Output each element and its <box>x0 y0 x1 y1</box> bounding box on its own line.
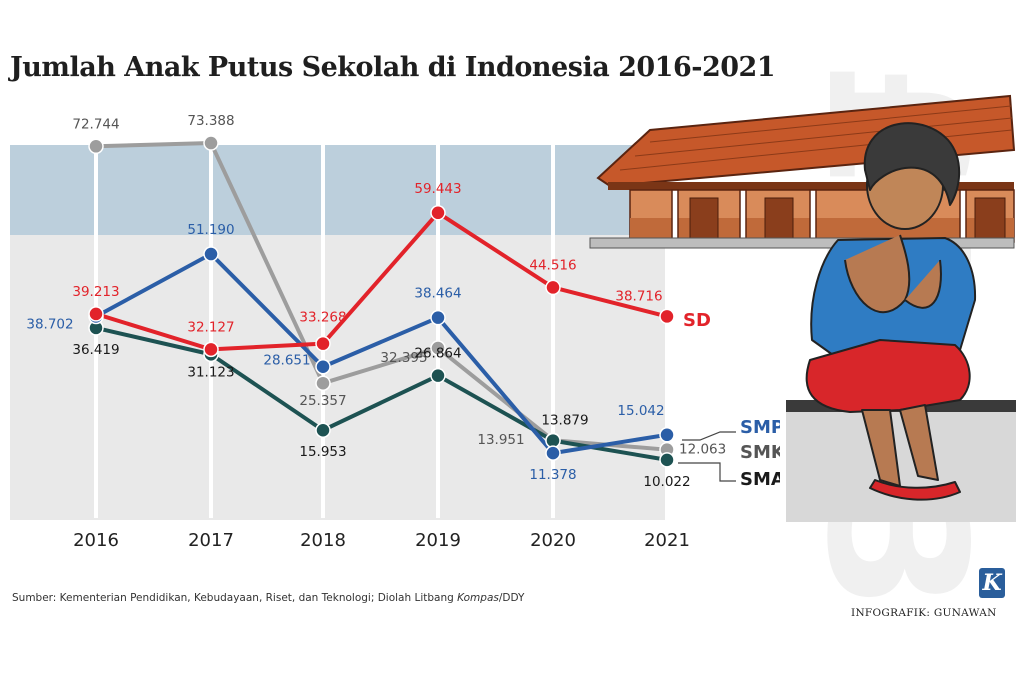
point-SD-2017 <box>203 341 219 358</box>
point-SMK-2018 <box>315 375 331 391</box>
label-SD-2018: 33.268 <box>299 310 346 326</box>
watermark: £3 3 <box>785 60 1006 612</box>
label-SMA-2021: 10.022 <box>643 474 690 490</box>
point-SMP-2020 <box>545 445 561 461</box>
line-SD <box>95 210 668 352</box>
series-legend: SD SMP SMK SMA <box>678 310 780 490</box>
label-SMP-2017: 51.190 <box>187 222 234 238</box>
ledge <box>786 400 1016 522</box>
label-SMK-2018: 25.357 <box>299 393 346 409</box>
point-SMP-2018 <box>315 358 331 375</box>
point-SMK-2016 <box>88 138 104 155</box>
label-SD-2021: 38.716 <box>615 288 662 304</box>
x-tick-2019: 2019 <box>415 530 461 551</box>
point-SD-2021 <box>659 308 675 325</box>
label-SMK-2021: 12.063 <box>679 442 726 458</box>
point-SMP-2021 <box>659 427 675 443</box>
point-SD-2019 <box>430 205 446 221</box>
band-upper <box>10 145 665 235</box>
kompas-logo: K <box>979 568 1005 598</box>
point-SMA-2019 <box>430 367 446 384</box>
label-SMA-2019: 26.864 <box>414 346 461 362</box>
label-SMP-2019: 38.464 <box>414 286 461 302</box>
legend-SMA: SMA <box>740 469 780 490</box>
point-SMK-2017 <box>203 135 219 151</box>
point-SMA-2018 <box>315 422 331 438</box>
label-SD-2016: 39.213 <box>72 284 119 300</box>
x-tick-labels: 2016 2017 2018 2019 2020 2021 <box>73 530 690 551</box>
source-note: Sumber: Kementerian Pendidikan, Kebudaya… <box>12 592 525 604</box>
legend-leader-SMA <box>678 462 736 482</box>
label-SMK-2019: 32.395 <box>380 350 427 366</box>
boy-figure <box>805 122 977 501</box>
x-tick-2020: 2020 <box>530 530 576 551</box>
x-tick-2021: 2021 <box>644 530 690 551</box>
point-SMK-2019 <box>430 340 446 356</box>
legend-SMP: SMP <box>740 417 780 438</box>
legend-SD: SD <box>683 310 711 331</box>
x-tick-2017: 2017 <box>188 530 234 551</box>
point-SMP-2017 <box>203 246 219 262</box>
data-points <box>88 135 675 468</box>
data-labels: 72.744 73.388 25.357 32.395 13.951 12.063 36.4… <box>26 113 726 490</box>
point-SD-2020 <box>545 279 561 296</box>
label-SMA-2016: 36.419 <box>72 342 119 358</box>
series-lines <box>95 141 668 462</box>
point-SMP-2019 <box>430 309 446 326</box>
line-chart: 72.744 73.388 25.357 32.395 13.951 12.063 36.4… <box>10 113 780 551</box>
label-SMP-2018: 28.651 <box>263 353 310 369</box>
label-SD-2017: 32.127 <box>187 319 234 335</box>
label-SD-2019: 59.443 <box>414 181 461 197</box>
point-SD-2018 <box>315 335 331 352</box>
point-SMA-2021 <box>659 452 675 468</box>
label-SMP-2016: 38.702 <box>26 316 73 332</box>
legend-SMK: SMK <box>740 442 780 463</box>
label-SMP-2021: 15.042 <box>617 403 664 419</box>
label-SMA-2017: 31.123 <box>187 364 234 380</box>
point-SD-2016 <box>88 306 104 322</box>
label-SD-2020: 44.516 <box>529 257 576 273</box>
svg-text:3: 3 <box>785 480 1006 612</box>
label-SMP-2020: 11.378 <box>529 467 576 483</box>
label-SMA-2018: 15.953 <box>299 444 346 460</box>
x-tick-2018: 2018 <box>300 530 346 551</box>
line-SMA <box>95 325 668 462</box>
legend-leader-SMP <box>682 431 736 441</box>
label-SMA-2020: 13.879 <box>541 413 588 429</box>
x-tick-2016: 2016 <box>73 530 119 551</box>
svg-text:£3: £3 <box>785 60 1006 324</box>
label-SMK-2017: 73.388 <box>187 113 234 129</box>
label-SMK-2020: 13.951 <box>477 432 524 448</box>
line-SMP <box>95 252 668 456</box>
infographic-credit: INFOGRAFIK: GUNAWAN <box>851 607 997 619</box>
chart-title: Jumlah Anak Putus Sekolah di Indonesia 2… <box>10 52 776 83</box>
label-SMK-2016: 72.744 <box>72 116 119 132</box>
